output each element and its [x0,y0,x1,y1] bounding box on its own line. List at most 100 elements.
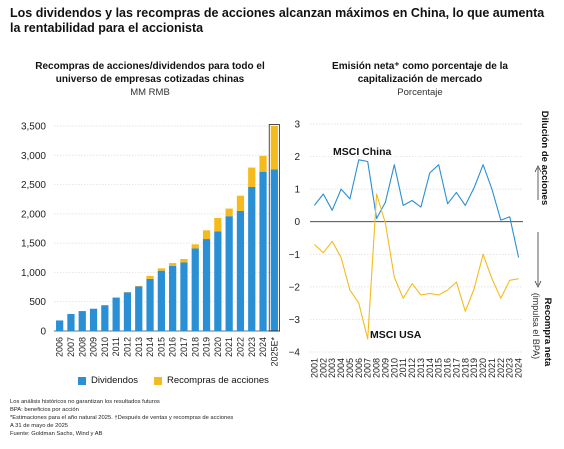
x-tick-label: 2005 [345,358,355,378]
x-tick-label: 2019 [469,358,479,378]
y-tick-label: 3 [294,120,300,131]
bar-chart-legend: Dividendos Recompras de acciones [78,375,285,386]
bar-dividendos [236,210,245,331]
x-tick-label: 2020 [478,358,488,378]
x-tick-label: 2019 [202,337,212,357]
bar-recompras [248,167,256,187]
legend-item-recompras: Recompras de acciones [154,375,269,386]
bar-recompras [146,275,154,279]
x-tick-label: 2016 [443,358,453,378]
bar-dividendos [112,297,120,331]
x-tick-label: 2022 [235,337,245,357]
legend-swatch-recompras [154,376,162,385]
bar-dividendos [214,231,222,331]
footnote-line: Fuente: Goldman Sachs, Wind y AB [10,431,103,437]
y-tick-label: 2 [294,152,300,163]
x-tick-label: 2012 [122,337,132,357]
y-tick-label: 3,000 [21,151,46,162]
bar-recompras [135,285,143,287]
series-label-msci-china: MSCI China [333,146,391,158]
bar-dividendos [259,171,267,331]
x-tick-label: 2015 [156,337,166,357]
y-tick-label: 2,000 [21,209,46,220]
arrow-up-head [534,165,542,173]
series-line-msci-china [313,159,520,258]
y-tick-label: 0 [40,327,46,338]
x-tick-label: 2007 [363,358,373,378]
footnote-line: A 31 de mayo de 2025 [10,423,69,429]
x-tick-label: 2014 [145,337,155,357]
x-tick-label: 2021 [487,358,497,378]
x-tick-label: 2008 [372,358,382,378]
left-chart-unit: MM RMB [130,87,170,98]
x-tick-label: 2024 [514,358,524,378]
estimate-highlight-box [268,124,280,332]
x-tick-label: 2017 [451,358,461,378]
bar-recompras [270,126,278,170]
x-tick-label: 2021 [224,337,234,357]
bar-dividendos [270,169,278,331]
x-tick-label: 2017 [179,337,189,357]
y-tick-label: 500 [29,297,46,308]
footnote-line: Los análisis históricos no garantizan lo… [10,399,160,405]
x-tick-label: 2004 [336,358,346,378]
bar-dividendos [89,308,98,331]
x-tick-label: 2003 [327,358,337,378]
x-tick-label: 2015 [434,358,444,378]
x-tick-label: 2011 [111,337,121,356]
x-tick-label: 2008 [77,337,87,357]
bar-recompras [225,208,233,217]
series-line-msci-usa [314,193,519,340]
y-tick-label: 3,500 [21,122,46,133]
series-label-msci-usa: MSCI USA [370,329,422,341]
x-tick-label: 2013 [416,358,426,378]
y-tick-label: −1 [289,250,301,261]
x-tick-label: 2002 [318,358,328,378]
bar-dividendos [67,314,75,331]
left-chart-title: Recompras de acciones/dividendos para to… [35,61,265,85]
x-tick-label: 2011 [398,358,408,377]
annotation-dilution: Dilución de acciones [539,111,550,206]
x-tick-label: 2020 [213,337,223,357]
annotation-net-buyback-sub: (impulsa el BPA) [531,293,541,359]
x-tick-label: 2012 [407,358,417,378]
bar-dividendos [101,305,109,331]
footnote-line: BPA: beneficios por acción [10,407,79,413]
y-tick-label: 1 [294,185,300,196]
x-tick-label: 2016 [168,337,178,357]
x-tick-label: 2006 [354,358,364,378]
x-tick-label: 2010 [389,358,399,378]
x-tick-label: 2023 [247,337,257,357]
y-tick-label: 2,500 [21,180,46,191]
legend-label-dividendos: Dividendos [91,375,138,386]
page-title: Los dividendos y las recompras de accion… [10,6,545,35]
legend-item-dividendos: Dividendos [78,375,138,386]
bar-dividendos [56,320,64,331]
y-tick-label: −4 [289,348,301,359]
bar-dividendos [225,216,233,331]
bar-dividendos [202,239,211,331]
bar-dividendos [78,311,86,331]
x-tick-label: 2001 [309,358,319,378]
footnote-line: *Estimaciones para el año natural 2025. … [10,415,234,421]
x-tick-label: 2018 [460,358,470,378]
bar-dividendos [191,248,199,331]
bar-recompras [180,258,188,263]
bar-dividendos [146,278,154,331]
legend-label-recompras: Recompras de acciones [167,375,269,386]
x-tick-label: 2022 [496,358,506,378]
bar-recompras [202,230,211,240]
x-tick-label: 2024 [258,337,268,357]
x-tick-label: 2006 [55,337,65,357]
y-tick-label: 1,500 [21,239,46,250]
bar-dividendos [169,265,177,331]
bar-recompras [214,217,222,232]
y-tick-label: 0 [294,217,300,228]
bar-dividendos [135,286,143,331]
bar-dividendos [123,292,132,331]
right-chart-title: Emisión neta⁺ como porcentaje de la capi… [332,61,508,85]
legend-swatch-dividendos [78,376,86,385]
x-tick-label: 2013 [134,337,144,357]
bar-recompras [191,244,199,249]
